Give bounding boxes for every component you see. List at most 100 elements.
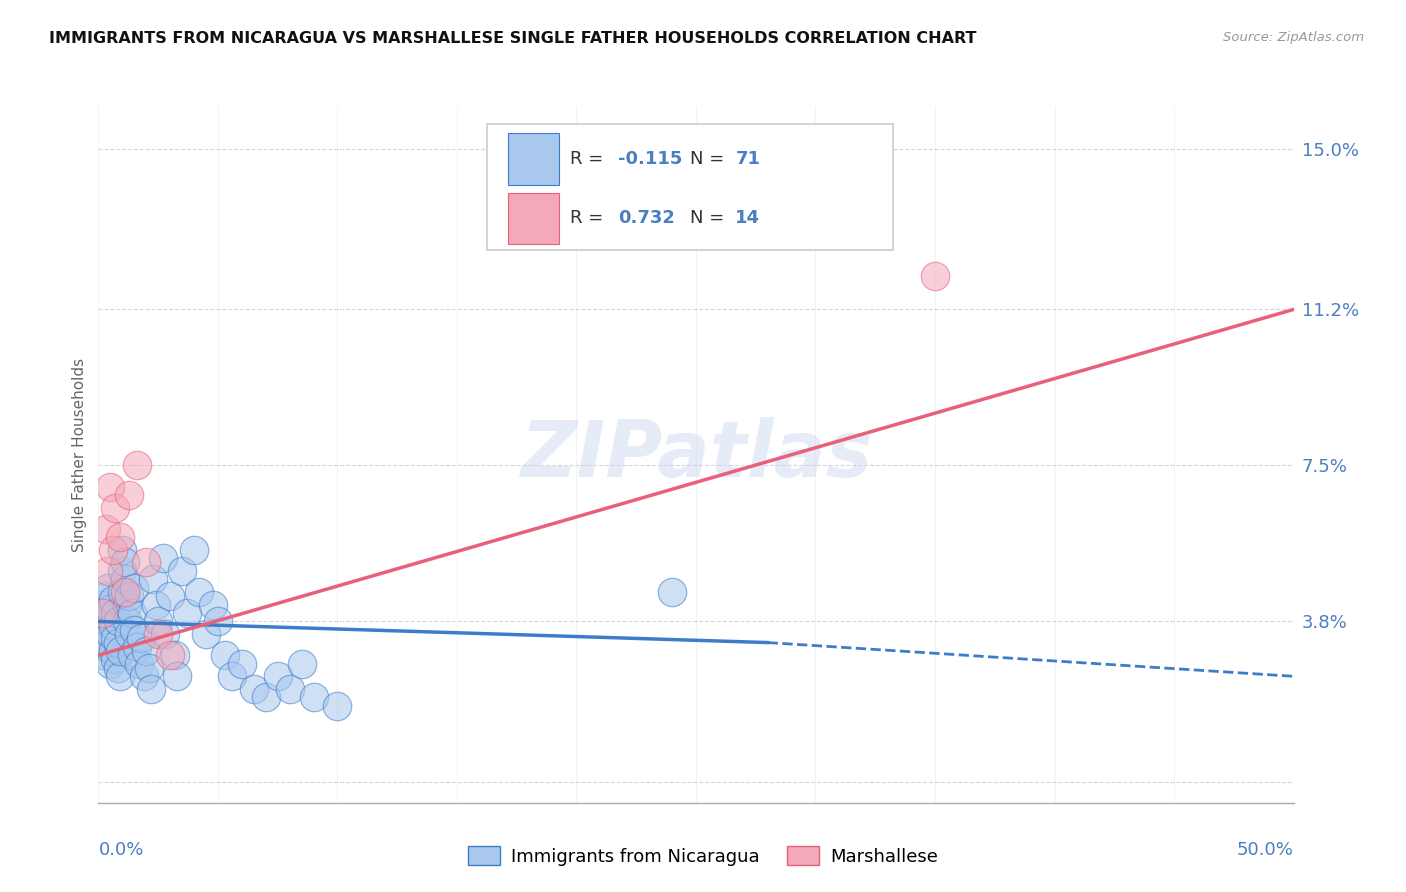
Point — [290, 657, 312, 671]
Point — [187, 585, 209, 599]
Point — [91, 598, 114, 612]
Point — [148, 615, 170, 629]
Point — [97, 635, 120, 649]
Point — [101, 644, 124, 658]
Point — [90, 627, 112, 641]
Point — [254, 690, 277, 705]
Point — [107, 635, 129, 649]
Point — [97, 564, 120, 578]
Point — [91, 615, 114, 629]
Point — [121, 606, 143, 620]
Point — [267, 669, 290, 683]
Point — [221, 669, 243, 683]
Point — [94, 640, 117, 654]
Point — [111, 585, 134, 599]
Point — [661, 585, 683, 599]
Point — [111, 542, 134, 557]
Point — [107, 615, 129, 629]
Point — [98, 657, 122, 671]
Point — [101, 618, 124, 632]
Point — [159, 589, 181, 603]
Point — [183, 542, 205, 557]
Point — [118, 627, 141, 641]
Point — [111, 564, 134, 578]
Point — [135, 556, 157, 570]
Point — [104, 652, 127, 666]
FancyBboxPatch shape — [509, 134, 558, 185]
Point — [155, 627, 177, 641]
Text: R =: R = — [571, 210, 609, 227]
Point — [163, 648, 186, 663]
Point — [194, 627, 217, 641]
Point — [207, 615, 229, 629]
Point — [152, 551, 174, 566]
Point — [101, 593, 124, 607]
Point — [98, 479, 122, 493]
Point — [104, 500, 127, 515]
Point — [202, 598, 225, 612]
Point — [114, 585, 136, 599]
Point — [125, 640, 148, 654]
Point — [114, 556, 136, 570]
Point — [107, 661, 129, 675]
Text: 50.0%: 50.0% — [1237, 841, 1294, 859]
Point — [124, 581, 146, 595]
Text: R =: R = — [571, 150, 609, 169]
Point — [159, 648, 181, 663]
Point — [108, 644, 131, 658]
Point — [924, 268, 946, 283]
Point — [243, 681, 266, 696]
Point — [108, 530, 131, 544]
Point — [278, 681, 301, 696]
Point — [118, 488, 141, 502]
Point — [104, 606, 127, 620]
FancyBboxPatch shape — [486, 124, 893, 250]
Point — [91, 606, 114, 620]
Point — [326, 698, 349, 713]
Point — [176, 606, 198, 620]
Point — [128, 657, 150, 671]
Text: IMMIGRANTS FROM NICARAGUA VS MARSHALLESE SINGLE FATHER HOUSEHOLDS CORRELATION CH: IMMIGRANTS FROM NICARAGUA VS MARSHALLESE… — [49, 31, 977, 46]
Point — [118, 589, 141, 603]
Point — [101, 542, 124, 557]
Point — [97, 610, 120, 624]
Point — [115, 598, 138, 612]
Text: 71: 71 — [735, 150, 761, 169]
Point — [135, 644, 157, 658]
Text: N =: N = — [690, 210, 730, 227]
Point — [148, 627, 170, 641]
Point — [132, 669, 155, 683]
Text: ZIPatlas: ZIPatlas — [520, 417, 872, 493]
Point — [121, 648, 143, 663]
Point — [125, 458, 148, 473]
Point — [94, 522, 117, 536]
Point — [90, 606, 112, 620]
Point — [98, 627, 122, 641]
Text: 0.732: 0.732 — [619, 210, 675, 227]
Point — [98, 602, 122, 616]
Point — [131, 632, 153, 646]
Point — [94, 623, 117, 637]
Point — [115, 615, 138, 629]
Point — [97, 581, 120, 595]
Text: 0.0%: 0.0% — [98, 841, 143, 859]
Point — [139, 681, 162, 696]
Text: Source: ZipAtlas.com: Source: ZipAtlas.com — [1223, 31, 1364, 45]
Text: -0.115: -0.115 — [619, 150, 683, 169]
Point — [108, 669, 131, 683]
Point — [124, 623, 146, 637]
Text: N =: N = — [690, 150, 730, 169]
Point — [172, 564, 194, 578]
Point — [214, 648, 236, 663]
Point — [94, 589, 117, 603]
Point — [138, 661, 160, 675]
Point — [231, 657, 253, 671]
Point — [91, 648, 114, 663]
Legend: Immigrants from Nicaragua, Marshallese: Immigrants from Nicaragua, Marshallese — [461, 839, 945, 873]
Point — [104, 632, 127, 646]
Point — [145, 598, 167, 612]
Point — [166, 669, 188, 683]
Point — [142, 572, 165, 586]
Text: 14: 14 — [735, 210, 761, 227]
FancyBboxPatch shape — [509, 193, 558, 244]
